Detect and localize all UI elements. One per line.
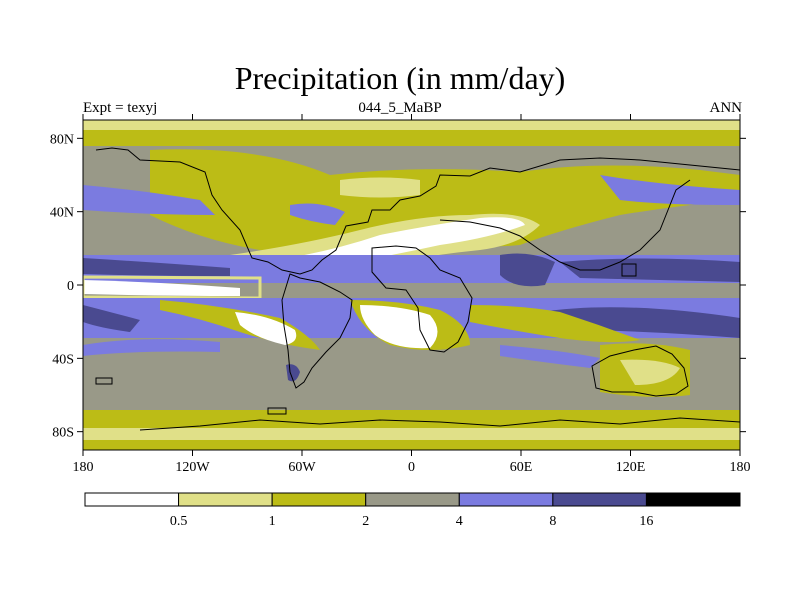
lat-tick-label: 40N — [50, 206, 74, 221]
colorbar-label: 0.5 — [170, 514, 188, 529]
lat-tick-label: 80S — [52, 426, 74, 441]
experiment-label: Expt = texyj — [83, 100, 158, 116]
colorbar-swatch — [365, 492, 460, 507]
lat-tick-label: 80N — [50, 132, 74, 147]
lon-tick-label: 120W — [175, 460, 210, 475]
lon-tick-label: 60W — [288, 460, 316, 475]
lon-tick-label: 180 — [73, 460, 94, 475]
colorbar-label: 4 — [456, 514, 463, 529]
colorbar-swatch — [645, 492, 741, 507]
colorbar-swatch — [178, 492, 273, 507]
latitude-axis: 80N 40N 0 40S 80S — [50, 132, 746, 441]
coastlines — [95, 147, 740, 431]
period-label: 044_5_MaBP — [358, 100, 442, 116]
colorbar-swatch — [552, 492, 647, 507]
precipitation-field — [83, 120, 740, 450]
lon-tick-label: 180 — [730, 460, 751, 475]
colorbar-swatch — [458, 492, 554, 507]
colorbar-swatch — [271, 492, 367, 507]
longitude-axis: 180 120W 60W 0 60E 120E 180 — [73, 114, 751, 475]
colorbar-label: 8 — [549, 514, 556, 529]
colorbar: 0.5 1 2 4 8 16 — [84, 492, 741, 529]
map-title: Precipitation (in mm/day) — [234, 60, 566, 96]
colorbar-label: 1 — [269, 514, 276, 529]
colorbar-swatch — [84, 492, 180, 507]
colorbar-label: 16 — [639, 514, 653, 529]
lat-tick-label: 0 — [67, 279, 74, 294]
lon-tick-label: 120E — [616, 460, 646, 475]
lat-tick-label: 40S — [52, 352, 74, 367]
lon-tick-label: 0 — [408, 460, 415, 475]
season-label: ANN — [709, 100, 743, 116]
lon-tick-label: 60E — [510, 460, 533, 475]
colorbar-label: 2 — [362, 514, 369, 529]
